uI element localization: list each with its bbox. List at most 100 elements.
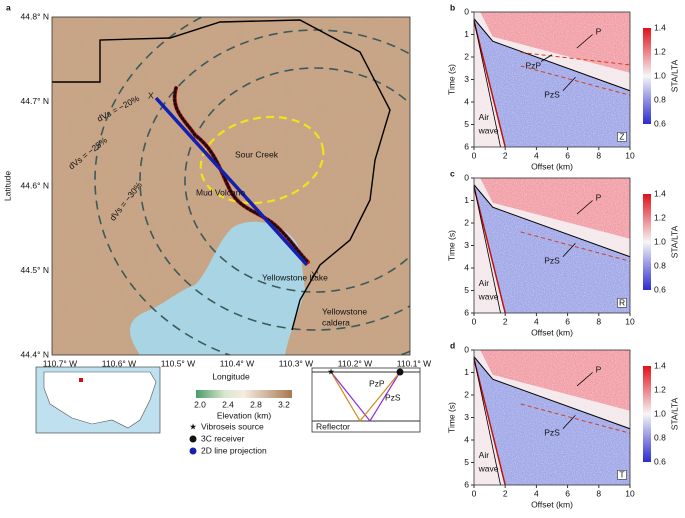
air-wave-edge (473, 185, 501, 314)
label: 5 (464, 457, 469, 467)
label: 110.6° W (102, 358, 136, 368)
label: 0 (464, 6, 469, 16)
label: Elevation (km) (217, 410, 271, 420)
label: 4 (464, 96, 469, 106)
label: R (619, 298, 625, 308)
label: P (596, 27, 602, 37)
component-box (617, 470, 627, 480)
label: Yellowstone (322, 306, 367, 316)
label: 1.4 (654, 188, 666, 198)
seismic-panel (473, 12, 631, 148)
label: a (6, 2, 11, 12)
label: Sour Creek (235, 149, 279, 159)
label: 0.8 (654, 94, 666, 104)
label: PzS (385, 392, 401, 402)
label: 10 (625, 316, 635, 326)
label: wave (478, 464, 499, 474)
map-frame (51, 16, 411, 356)
label: 10 (625, 150, 635, 160)
label: Air (479, 112, 490, 122)
arrow (576, 372, 593, 387)
label: 44.5° N (21, 265, 49, 275)
label: PzP (525, 60, 541, 70)
label: 1.0 (654, 236, 666, 246)
label: 0.6 (654, 456, 666, 466)
label: d (450, 340, 455, 350)
label: b (450, 2, 455, 12)
label: 3.2 (278, 399, 290, 409)
park-boundary (52, 19, 391, 331)
label: Time (s) (446, 230, 456, 261)
label: 2 (503, 316, 508, 326)
label: 44.8° N (21, 11, 49, 21)
first-break (473, 184, 631, 258)
label: 110.2° W (338, 358, 372, 368)
label: 44.7° N (21, 96, 49, 106)
air-wave (473, 186, 506, 314)
label: 6 (464, 307, 469, 317)
label: 2 (503, 488, 508, 498)
label: 44.6° N (21, 180, 49, 190)
label: 4 (534, 150, 539, 160)
colorbar (643, 194, 651, 290)
colorbar (643, 28, 651, 124)
label: 2D line projection (201, 445, 267, 455)
velocity-contour (139, 29, 410, 331)
label: 8 (596, 488, 601, 498)
seismic-panel (473, 350, 631, 486)
first-break (473, 18, 631, 92)
arrow (576, 200, 593, 215)
projection-marker (189, 447, 197, 455)
label: 2.4 (222, 399, 234, 409)
label: 6 (565, 488, 570, 498)
label: Vibroseis source (201, 421, 264, 431)
usa (43, 371, 157, 429)
label: 0 (472, 316, 477, 326)
star: ★ (189, 421, 197, 431)
label: 6 (464, 479, 469, 489)
label: PzP (369, 378, 385, 388)
label: 2.0 (194, 399, 206, 409)
air-wave (473, 358, 506, 486)
air-wave-edge (473, 357, 501, 486)
label: 8 (596, 150, 601, 160)
label: 110.4° W (220, 358, 254, 368)
label: 4 (464, 434, 469, 444)
receiver-marker (189, 435, 197, 443)
label: 110.1° W (397, 358, 431, 368)
resurgent-dome (199, 115, 325, 205)
label: Yellowstone Lake (262, 272, 328, 282)
yellowstone-box (79, 378, 83, 382)
label: 110.5° W (161, 358, 195, 368)
label: 1 (464, 195, 469, 205)
label: 0.6 (654, 284, 666, 294)
label: Offset (km) (531, 499, 573, 509)
velocity-contour (184, 67, 410, 293)
label: c (450, 168, 455, 178)
arrow (562, 414, 576, 430)
label: Time (s) (446, 64, 456, 95)
label: 3 (464, 74, 469, 84)
component-box (617, 132, 627, 142)
arrow (562, 76, 576, 92)
label: 2 (464, 217, 469, 227)
label: STA/LTA (669, 59, 679, 92)
label: 8 (596, 316, 601, 326)
label: 2 (464, 51, 469, 61)
label: Offset (km) (531, 161, 573, 171)
label: 3C receiver (201, 433, 245, 443)
label: 1 (464, 367, 469, 377)
pzs-pick (520, 231, 631, 262)
pzs-pick (520, 65, 631, 96)
arrow (562, 242, 576, 258)
label: 0.6 (654, 118, 666, 128)
label: 3 (464, 240, 469, 250)
receiver (396, 368, 404, 376)
ray-pzs (330, 371, 401, 423)
label: P (596, 193, 602, 203)
pzp-pick (520, 52, 631, 66)
label: 6 (565, 316, 570, 326)
label: Offset (km) (531, 327, 573, 337)
map-area (52, 17, 410, 355)
